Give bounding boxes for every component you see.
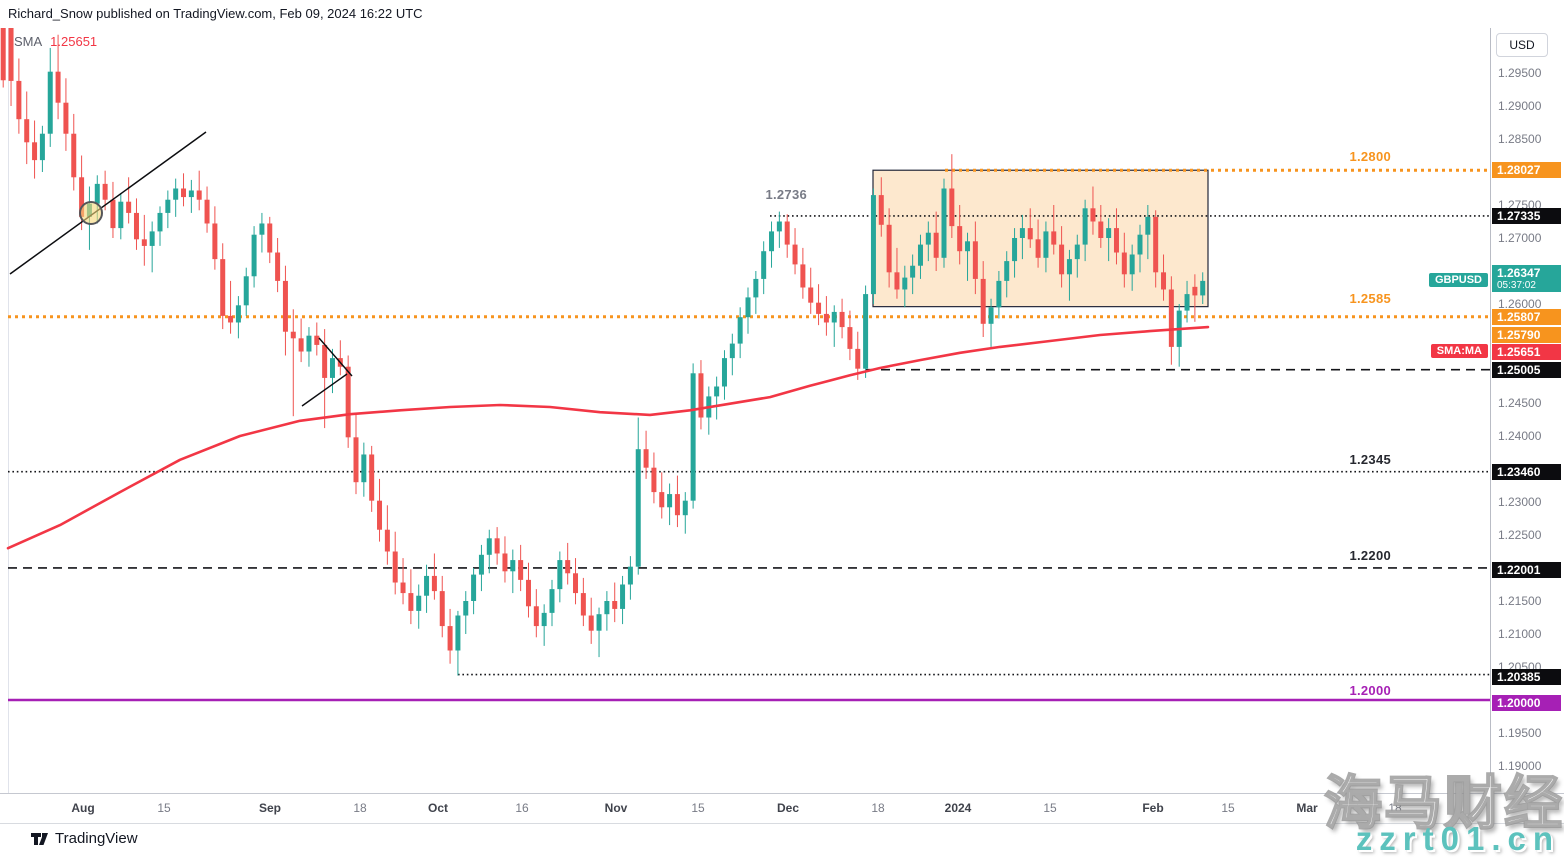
tradingview-brand-text: TradingView	[55, 830, 138, 847]
publish-attribution: Richard_Snow published on TradingView.co…	[8, 6, 423, 21]
price-line-badge: 1.20000	[1492, 695, 1561, 711]
price-tick: 1.24000	[1498, 429, 1542, 443]
price-line-badge: 1.20385	[1492, 669, 1561, 685]
price-line-badge: 1.25651	[1492, 344, 1561, 360]
last-price-badge: 1.26347 05:37:02	[1492, 265, 1561, 293]
price-line-badge: 1.27335	[1492, 207, 1561, 224]
time-tick: 15	[157, 801, 171, 815]
price-tick: 1.22500	[1498, 528, 1542, 542]
price-level-label: 1.2585	[1349, 291, 1391, 306]
price-level-label: 1.2000	[1349, 683, 1391, 698]
price-tick: 1.19000	[1498, 759, 1542, 773]
price-line-badge: 1.25790	[1492, 327, 1561, 343]
price-tick: 1.21500	[1498, 594, 1542, 608]
chart-left-border	[8, 28, 9, 793]
price-tick: 1.26000	[1498, 297, 1542, 311]
time-tick: 18	[1388, 801, 1402, 815]
tradingview-attribution[interactable]: TradingView	[30, 829, 138, 848]
time-tick: Mar	[1296, 801, 1318, 815]
currency-toggle-button[interactable]: USD	[1496, 33, 1548, 57]
price-level-label: 1.2345	[1349, 452, 1391, 467]
indicator-legend[interactable]: SMA 1.25651	[14, 34, 97, 49]
indicator-name: SMA	[14, 34, 43, 49]
time-tick: Nov	[604, 801, 628, 815]
time-tick: 18	[353, 801, 367, 815]
sma-chip: SMA:MA	[1430, 344, 1488, 358]
symbol-chip: GBPUSD	[1428, 273, 1488, 288]
chart-canvas[interactable]	[0, 28, 1564, 793]
time-tick: Aug	[71, 801, 95, 815]
price-tick: 1.27000	[1498, 231, 1542, 245]
price-tick: 1.24500	[1498, 396, 1542, 410]
time-tick: 18	[871, 801, 885, 815]
price-tick: 1.29000	[1498, 99, 1542, 113]
price-level-label: 1.2200	[1349, 548, 1391, 563]
indicator-value: 1.25651	[50, 34, 98, 49]
price-tick: 1.28500	[1498, 132, 1542, 146]
time-tick: Dec	[776, 801, 800, 815]
price-line-badge: 1.28027	[1492, 162, 1561, 179]
time-tick: 15	[1221, 801, 1235, 815]
price-level-label: 1.2800	[1349, 149, 1391, 164]
price-tick: 1.29500	[1498, 66, 1542, 80]
time-tick: 15	[1043, 801, 1057, 815]
watermark-chinese: 海马财经	[1323, 770, 1564, 837]
time-tick: 16	[515, 801, 529, 815]
price-tick: 1.21000	[1498, 627, 1542, 641]
price-line-badge: 1.22001	[1492, 562, 1561, 578]
price-tick: 1.23000	[1498, 495, 1542, 509]
price-axis[interactable]: 1.295001.290001.285001.275001.270001.265…	[1490, 28, 1564, 822]
price-line-badge: 1.23460	[1492, 463, 1561, 480]
time-tick: Oct	[427, 801, 449, 815]
time-axis[interactable]: Aug 15 Sep 18 Oct 16 Nov 15 Dec 18 2024 15 Feb 15 Mar 1…	[0, 793, 1564, 824]
time-tick: Sep	[258, 801, 282, 815]
time-tick: 15	[691, 801, 705, 815]
watermark-site: zzrt01.cn	[1355, 820, 1560, 857]
tradingview-logo-icon	[31, 833, 48, 845]
price-line-badge: 1.25807	[1492, 308, 1561, 325]
time-tick: 2024	[944, 801, 972, 815]
price-tick: 1.19500	[1498, 726, 1542, 740]
time-tick: Feb	[1142, 801, 1164, 815]
price-line-badge: 1.25005	[1492, 361, 1561, 378]
price-level-label: 1.2736	[765, 187, 807, 202]
